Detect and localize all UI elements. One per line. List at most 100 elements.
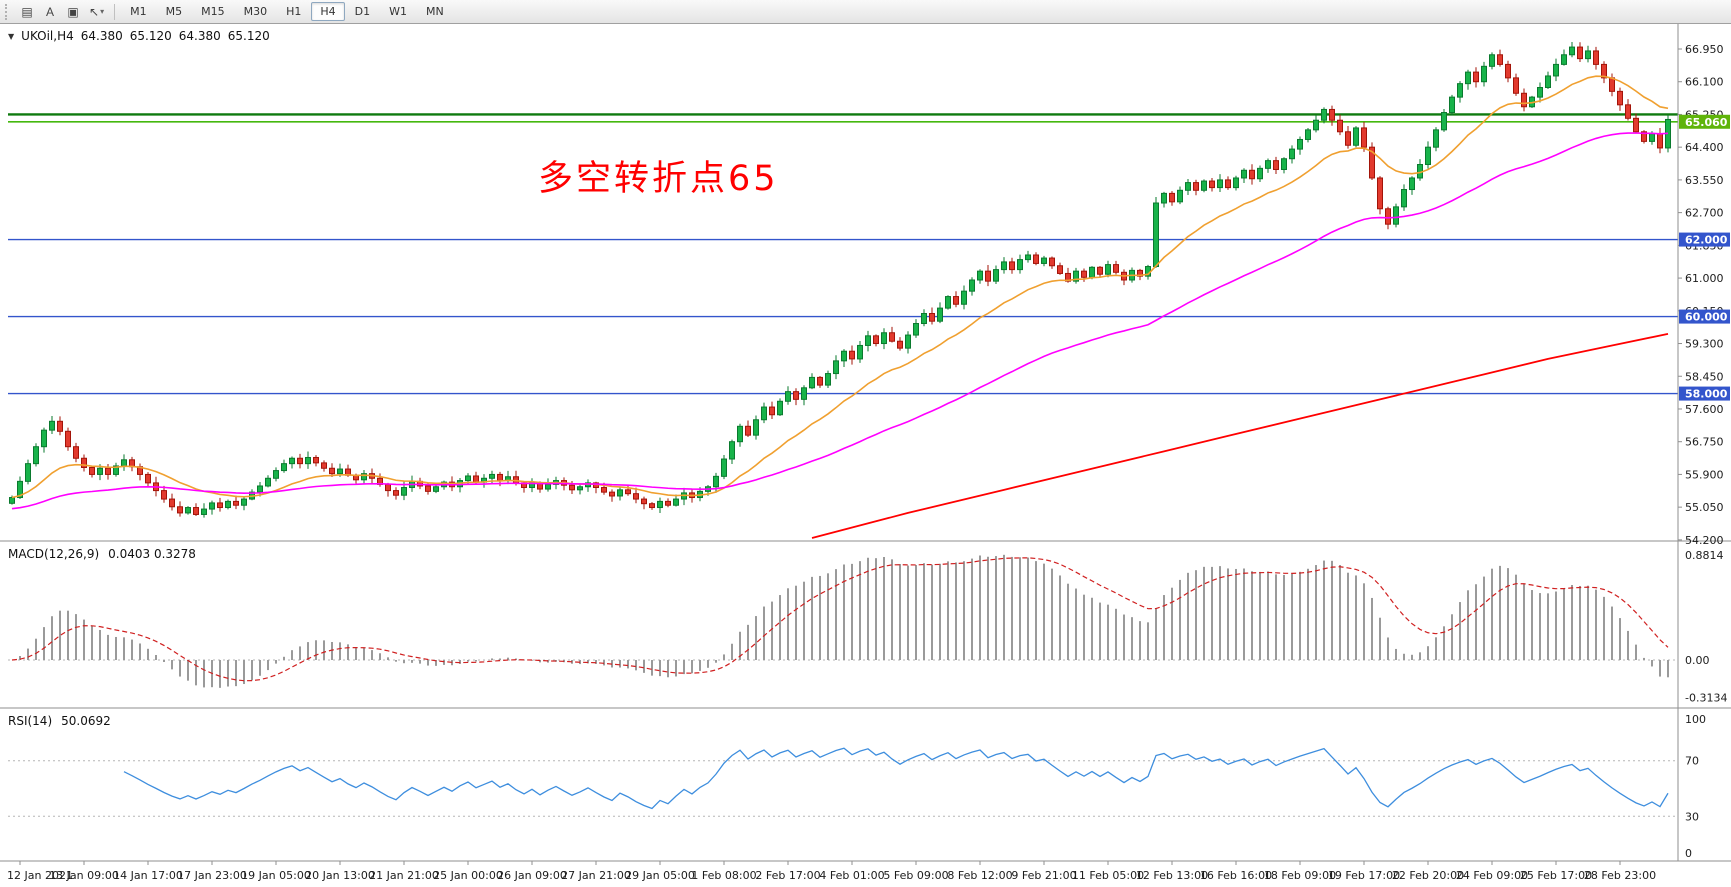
- toolbar-separator: [114, 3, 116, 20]
- text-annotation-icon[interactable]: A: [39, 2, 61, 22]
- timeframe-button-m30[interactable]: M30: [235, 2, 277, 21]
- svg-text:28 Feb 23:00: 28 Feb 23:00: [1584, 869, 1656, 882]
- price-axis-labels[interactable]: 66.95066.10065.25064.40063.55062.70061.8…: [1678, 43, 1724, 547]
- toolbar-grip[interactable]: [5, 3, 11, 20]
- svg-text:66.100: 66.100: [1685, 76, 1724, 89]
- svg-text:0.8814: 0.8814: [1685, 549, 1724, 562]
- macd-axis-labels[interactable]: 0.8814 0.00 -0.3134: [1685, 549, 1727, 704]
- timeframe-button-mn[interactable]: MN: [417, 2, 453, 21]
- svg-text:11 Feb 05:00: 11 Feb 05:00: [1072, 869, 1144, 882]
- timeframe-button-d1[interactable]: D1: [346, 2, 379, 21]
- svg-text:0.00: 0.00: [1685, 654, 1710, 667]
- chart-window-icon[interactable]: ▤: [16, 2, 38, 22]
- ma-medium-line: [11, 132, 1669, 510]
- svg-text:59.300: 59.300: [1685, 338, 1724, 351]
- svg-text:12 Jan 2021: 12 Jan 2021: [7, 869, 73, 882]
- chart-area[interactable]: 66.95066.10065.25064.40063.55062.70061.8…: [0, 24, 1731, 887]
- svg-text:62.000: 62.000: [1685, 234, 1728, 247]
- svg-text:58.450: 58.450: [1685, 370, 1724, 383]
- chart-marker-icon: ▼: [8, 31, 15, 41]
- svg-text:55.050: 55.050: [1685, 501, 1724, 514]
- svg-text:17 Jan 23:00: 17 Jan 23:00: [177, 869, 247, 882]
- price-tag: [1679, 232, 1730, 247]
- toolbar: ▤ A ▣ ↖ ▾ M1 M5 M15 M30 H1 H4 D1 W1 MN: [0, 0, 1731, 24]
- svg-text:8 Feb 12:00: 8 Feb 12:00: [947, 869, 1012, 882]
- macd-values: 0.0403 0.3278: [108, 547, 196, 561]
- rsi-value: 50.0692: [61, 714, 111, 728]
- svg-text:27 Jan 21:00: 27 Jan 21:00: [561, 869, 631, 882]
- price-tag: [1679, 309, 1730, 324]
- svg-text:54.200: 54.200: [1685, 534, 1724, 547]
- svg-text:19 Jan 05:00: 19 Jan 05:00: [241, 869, 311, 882]
- svg-text:9 Feb 21:00: 9 Feb 21:00: [1011, 869, 1076, 882]
- svg-text:29 Jan 05:00: 29 Jan 05:00: [625, 869, 695, 882]
- svg-text:30: 30: [1685, 810, 1699, 823]
- svg-text:57.600: 57.600: [1685, 403, 1724, 416]
- svg-text:61.000: 61.000: [1685, 272, 1724, 285]
- ohlc-open: 64.380: [80, 29, 123, 43]
- svg-text:14 Jan 17:00: 14 Jan 17:00: [113, 869, 183, 882]
- timeframe-button-h1[interactable]: H1: [277, 2, 310, 21]
- price-tags: 65.060 62.000 60.000 58.000: [1679, 114, 1730, 401]
- svg-text:58.000: 58.000: [1685, 388, 1728, 401]
- ohlc-close: 65.120: [227, 29, 270, 43]
- ohlc-high: 65.120: [129, 29, 172, 43]
- svg-text:12 Feb 13:00: 12 Feb 13:00: [1136, 869, 1208, 882]
- svg-text:-0.3134: -0.3134: [1685, 691, 1727, 704]
- price-tag: [1679, 386, 1730, 401]
- rsi-indicator-label: RSI(14) 50.0692: [8, 714, 111, 728]
- chart-canvas[interactable]: 66.95066.10065.25064.40063.55062.70061.8…: [0, 24, 1731, 887]
- macd-title: MACD(12,26,9): [8, 547, 100, 561]
- svg-text:100: 100: [1685, 713, 1706, 726]
- timeframe-button-m15[interactable]: M15: [192, 2, 234, 21]
- timeframe-button-m1[interactable]: M1: [121, 2, 156, 21]
- svg-text:13 Jan 09:00: 13 Jan 09:00: [49, 869, 119, 882]
- svg-text:25 Feb 17:00: 25 Feb 17:00: [1520, 869, 1592, 882]
- cursor-tool-icon[interactable]: ↖ ▾: [85, 2, 108, 22]
- svg-text:2 Feb 17:00: 2 Feb 17:00: [755, 869, 820, 882]
- symbol-ohlc-line: ▼ UKOil,H4 64.380 65.120 64.380 65.120: [8, 29, 270, 43]
- svg-text:65.060: 65.060: [1685, 116, 1728, 129]
- svg-text:55.900: 55.900: [1685, 468, 1724, 481]
- timeframe-button-h4[interactable]: H4: [311, 2, 345, 21]
- svg-text:5 Feb 09:00: 5 Feb 09:00: [883, 869, 948, 882]
- svg-text:62.700: 62.700: [1685, 207, 1724, 220]
- macd-histogram: [19, 554, 1669, 688]
- svg-text:16 Feb 16:00: 16 Feb 16:00: [1200, 869, 1272, 882]
- price-tag: [1679, 114, 1730, 129]
- svg-text:19 Feb 17:00: 19 Feb 17:00: [1328, 869, 1400, 882]
- svg-text:25 Jan 00:00: 25 Jan 00:00: [433, 869, 503, 882]
- template-icon[interactable]: ▣: [62, 2, 84, 22]
- chart-annotation: 多空转折点65: [538, 159, 779, 199]
- svg-text:20 Jan 13:00: 20 Jan 13:00: [305, 869, 375, 882]
- svg-text:64.400: 64.400: [1685, 141, 1724, 154]
- svg-text:26 Jan 09:00: 26 Jan 09:00: [497, 869, 567, 882]
- svg-text:60.000: 60.000: [1685, 311, 1728, 324]
- macd-indicator-label: MACD(12,26,9) 0.0403 0.3278: [8, 547, 196, 561]
- ma-fast-line: [11, 75, 1669, 499]
- svg-text:0: 0: [1685, 847, 1692, 860]
- ma-slow-line: [811, 333, 1669, 539]
- svg-text:21 Jan 21:00: 21 Jan 21:00: [369, 869, 439, 882]
- ohlc-low: 64.380: [178, 29, 221, 43]
- macd-signal-line: [11, 557, 1669, 682]
- svg-text:4 Feb 01:00: 4 Feb 01:00: [819, 869, 884, 882]
- timeframe-button-m5[interactable]: M5: [157, 2, 192, 21]
- svg-text:18 Feb 09:00: 18 Feb 09:00: [1264, 869, 1336, 882]
- rsi-title: RSI(14): [8, 714, 53, 728]
- symbol-period: UKOil,H4: [21, 29, 74, 43]
- timeframe-button-w1[interactable]: W1: [380, 2, 416, 21]
- price-level-lines: [8, 113, 1678, 395]
- rsi-line: [123, 747, 1669, 810]
- svg-text:66.950: 66.950: [1685, 43, 1724, 56]
- svg-text:70: 70: [1685, 755, 1699, 768]
- timeframe-group: M1 M5 M15 M30 H1 H4 D1 W1 MN: [121, 2, 453, 21]
- svg-text:56.750: 56.750: [1685, 436, 1724, 449]
- svg-text:63.550: 63.550: [1685, 174, 1724, 187]
- rsi-axis-labels[interactable]: 100 70 30 0: [1685, 713, 1706, 860]
- svg-text:22 Feb 20:00: 22 Feb 20:00: [1392, 869, 1464, 882]
- toolbar-tools: ▤ A ▣ ↖ ▾: [16, 2, 108, 22]
- svg-text:24 Feb 09:00: 24 Feb 09:00: [1456, 869, 1528, 882]
- dropdown-caret-icon: ▾: [100, 7, 105, 16]
